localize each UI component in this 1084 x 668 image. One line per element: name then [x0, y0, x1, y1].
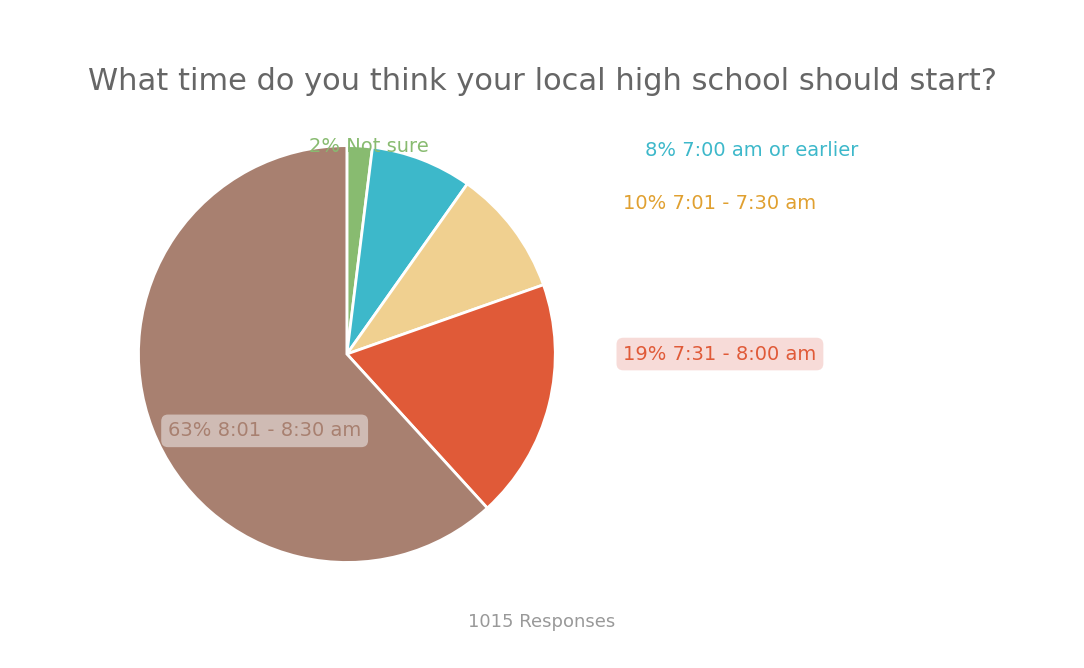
Wedge shape	[347, 146, 373, 354]
Wedge shape	[139, 146, 488, 562]
Text: 10% 7:01 - 7:30 am: 10% 7:01 - 7:30 am	[623, 194, 816, 213]
Text: 19% 7:31 - 8:00 am: 19% 7:31 - 8:00 am	[623, 345, 816, 363]
Wedge shape	[347, 147, 467, 354]
Text: 63% 8:01 - 8:30 am: 63% 8:01 - 8:30 am	[168, 422, 361, 440]
Text: 2% Not sure: 2% Not sure	[309, 138, 428, 156]
Wedge shape	[347, 184, 543, 354]
Wedge shape	[347, 285, 555, 508]
Text: What time do you think your local high school should start?: What time do you think your local high s…	[88, 67, 996, 96]
Text: 8% 7:00 am or earlier: 8% 7:00 am or earlier	[645, 141, 859, 160]
Text: 1015 Responses: 1015 Responses	[468, 613, 616, 631]
